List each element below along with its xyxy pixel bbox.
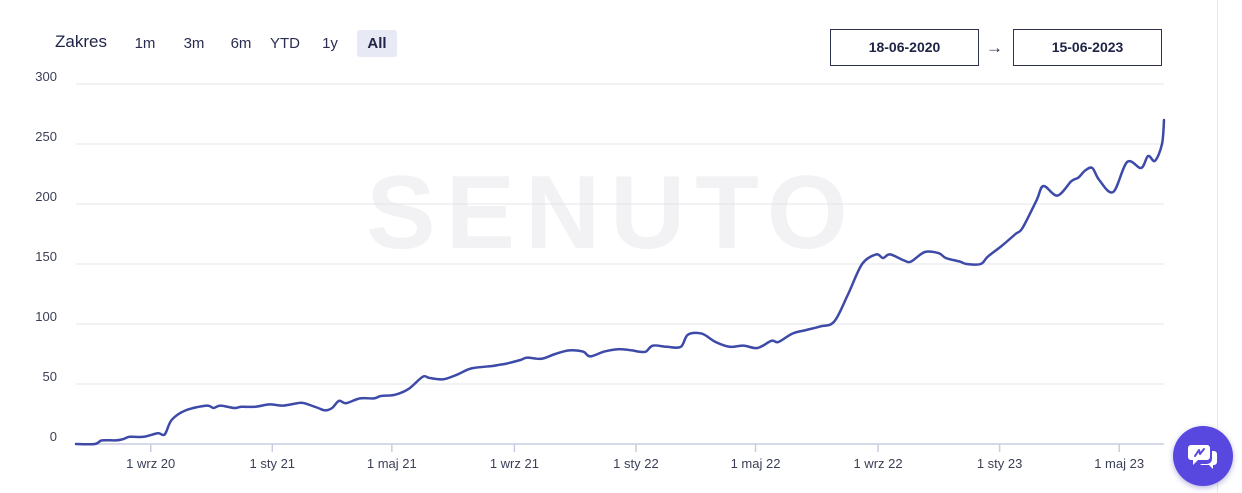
- series-line: [74, 118, 1166, 446]
- range-button-6m[interactable]: 6m: [230, 35, 252, 52]
- y-tick-label: 0: [50, 429, 57, 444]
- chart-watermark: SENUTO: [366, 155, 858, 271]
- range-button-all[interactable]: All: [357, 30, 397, 57]
- end-date-field[interactable]: 15-06-2023: [1013, 29, 1162, 66]
- x-tick-label: 1 sty 23: [977, 456, 1023, 471]
- y-tick-label: 200: [35, 189, 57, 204]
- range-button-3m[interactable]: 3m: [183, 35, 205, 52]
- panel-edge-divider: [1217, 0, 1218, 493]
- x-tick-label: 1 wrz 20: [126, 456, 175, 471]
- range-selector-label: Zakres: [55, 32, 107, 51]
- x-tick-label: 1 sty 21: [250, 456, 296, 471]
- x-tick-label: 1 maj 22: [731, 456, 781, 471]
- x-tick-label: 1 wrz 22: [853, 456, 902, 471]
- y-tick-label: 300: [35, 69, 57, 84]
- x-tick-label: 1 maj 23: [1094, 456, 1144, 471]
- range-button-1m[interactable]: 1m: [134, 35, 156, 52]
- y-tick-label: 250: [35, 129, 57, 144]
- chat-bubbles-icon: [1188, 445, 1217, 469]
- date-range-arrow: →: [986, 38, 1003, 57]
- y-tick-label: 150: [35, 249, 57, 264]
- chat-button[interactable]: [1173, 426, 1233, 486]
- range-button-1y[interactable]: 1y: [322, 35, 338, 52]
- x-tick-label: 1 maj 21: [367, 456, 417, 471]
- x-tick-label: 1 sty 22: [613, 456, 659, 471]
- range-button-ytd[interactable]: YTD: [270, 35, 300, 52]
- y-tick-label: 100: [35, 309, 57, 324]
- x-tick-label: 1 wrz 21: [490, 456, 539, 471]
- start-date-field[interactable]: 18-06-2020: [830, 29, 979, 66]
- y-tick-label: 50: [43, 369, 57, 384]
